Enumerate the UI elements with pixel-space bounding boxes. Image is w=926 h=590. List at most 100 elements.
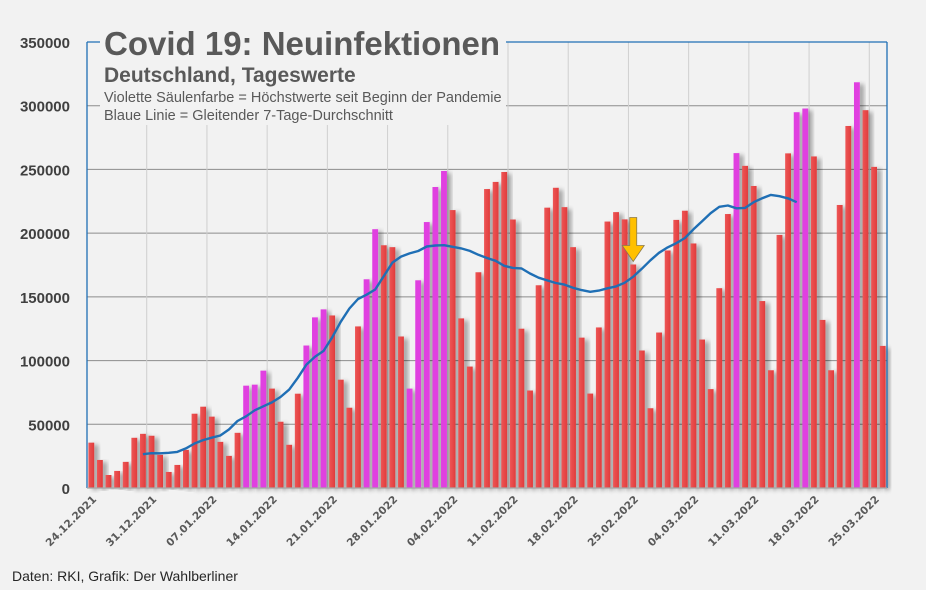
bar-record bbox=[853, 82, 860, 489]
bar bbox=[570, 247, 576, 488]
bar bbox=[269, 388, 275, 488]
bar bbox=[484, 189, 490, 489]
moving-average-line bbox=[142, 193, 798, 456]
x-tick-label: 04.03.2022 bbox=[646, 494, 701, 549]
y-axis: 0 50000 100000 150000 200000 250000 300000 3500… bbox=[20, 35, 70, 498]
bar bbox=[501, 171, 508, 489]
bar bbox=[286, 444, 293, 488]
bar bbox=[707, 389, 714, 488]
bar bbox=[673, 219, 680, 488]
bar bbox=[114, 470, 121, 488]
bar bbox=[122, 461, 129, 488]
bar bbox=[750, 185, 757, 489]
bar bbox=[337, 379, 344, 488]
y-tick-label: 200000 bbox=[20, 226, 70, 243]
y-tick-label: 100000 bbox=[20, 354, 70, 371]
bar bbox=[656, 332, 662, 488]
bar-record bbox=[320, 309, 327, 488]
bar bbox=[810, 156, 817, 488]
bar bbox=[776, 234, 783, 488]
x-tick-label: 18.02.2022 bbox=[525, 494, 580, 549]
bar-record bbox=[432, 187, 439, 488]
arrow-down-icon bbox=[621, 217, 645, 263]
bar-record bbox=[793, 112, 800, 489]
bar bbox=[578, 337, 585, 488]
bar bbox=[389, 247, 396, 488]
bar-record bbox=[733, 153, 740, 488]
bar bbox=[449, 210, 456, 488]
bar bbox=[759, 301, 766, 488]
bar bbox=[664, 250, 671, 488]
bar bbox=[630, 264, 637, 488]
bar bbox=[621, 219, 628, 488]
bar-record bbox=[406, 388, 413, 488]
bar bbox=[131, 437, 138, 488]
bar bbox=[191, 413, 198, 488]
bar bbox=[613, 212, 619, 488]
x-tick-label: 07.01.2022 bbox=[164, 494, 219, 549]
bar bbox=[208, 416, 215, 488]
bar bbox=[879, 345, 886, 488]
bar bbox=[742, 165, 748, 489]
x-tick-label: 24.12.2021 bbox=[44, 494, 99, 549]
bar bbox=[380, 245, 387, 488]
bar bbox=[466, 366, 473, 488]
annotations bbox=[621, 217, 645, 263]
bar bbox=[174, 464, 181, 488]
bar-record bbox=[260, 370, 267, 488]
bar bbox=[552, 187, 559, 488]
bar-record bbox=[423, 222, 430, 488]
bar bbox=[88, 442, 95, 488]
bar bbox=[458, 318, 465, 488]
bar bbox=[845, 125, 852, 488]
bar bbox=[139, 433, 146, 488]
bar bbox=[217, 441, 224, 488]
bar-record bbox=[372, 229, 379, 488]
x-tick-label: 04.02.2022 bbox=[405, 494, 460, 549]
x-tick-label: 11.03.2022 bbox=[706, 494, 761, 549]
y-tick-label: 0 bbox=[62, 481, 70, 498]
x-tick-label: 31.12.2021 bbox=[104, 494, 159, 549]
bar-record bbox=[312, 317, 318, 488]
x-tick-label: 21.01.2022 bbox=[285, 494, 340, 549]
bar bbox=[148, 435, 155, 488]
bar bbox=[355, 326, 361, 488]
bar bbox=[862, 110, 869, 489]
bar bbox=[398, 336, 404, 488]
bar bbox=[96, 459, 103, 488]
bar bbox=[724, 214, 731, 488]
bar bbox=[767, 370, 774, 488]
bar-record bbox=[441, 170, 447, 488]
bar-record bbox=[303, 345, 310, 488]
bar bbox=[234, 432, 241, 488]
bar bbox=[509, 219, 516, 488]
y-tick-label: 150000 bbox=[20, 290, 70, 307]
bar bbox=[699, 339, 705, 488]
bar-record bbox=[251, 384, 258, 488]
x-tick-label: 25.03.2022 bbox=[826, 494, 881, 549]
bar bbox=[828, 370, 835, 488]
bar bbox=[595, 327, 602, 488]
bar-record bbox=[802, 108, 809, 489]
bar bbox=[475, 272, 482, 488]
x-tick-label: 28.01.2022 bbox=[345, 494, 400, 549]
bar bbox=[183, 449, 189, 488]
bar bbox=[105, 475, 112, 488]
bar bbox=[638, 350, 645, 488]
bars bbox=[88, 82, 886, 489]
bar bbox=[165, 471, 172, 488]
bar bbox=[785, 153, 791, 488]
bar bbox=[518, 328, 525, 488]
bar bbox=[604, 221, 611, 489]
bar bbox=[716, 288, 723, 488]
bar bbox=[819, 319, 826, 488]
x-tick-label: 25.02.2022 bbox=[586, 494, 641, 549]
bar bbox=[492, 181, 499, 489]
bar bbox=[544, 207, 551, 488]
bar bbox=[587, 393, 594, 488]
legend-note-violet: Violette Säulenfarbe = Höchstwerte seit … bbox=[104, 90, 502, 106]
bar bbox=[157, 454, 164, 488]
x-tick-label: 14.01.2022 bbox=[224, 494, 279, 549]
bar bbox=[277, 421, 284, 488]
